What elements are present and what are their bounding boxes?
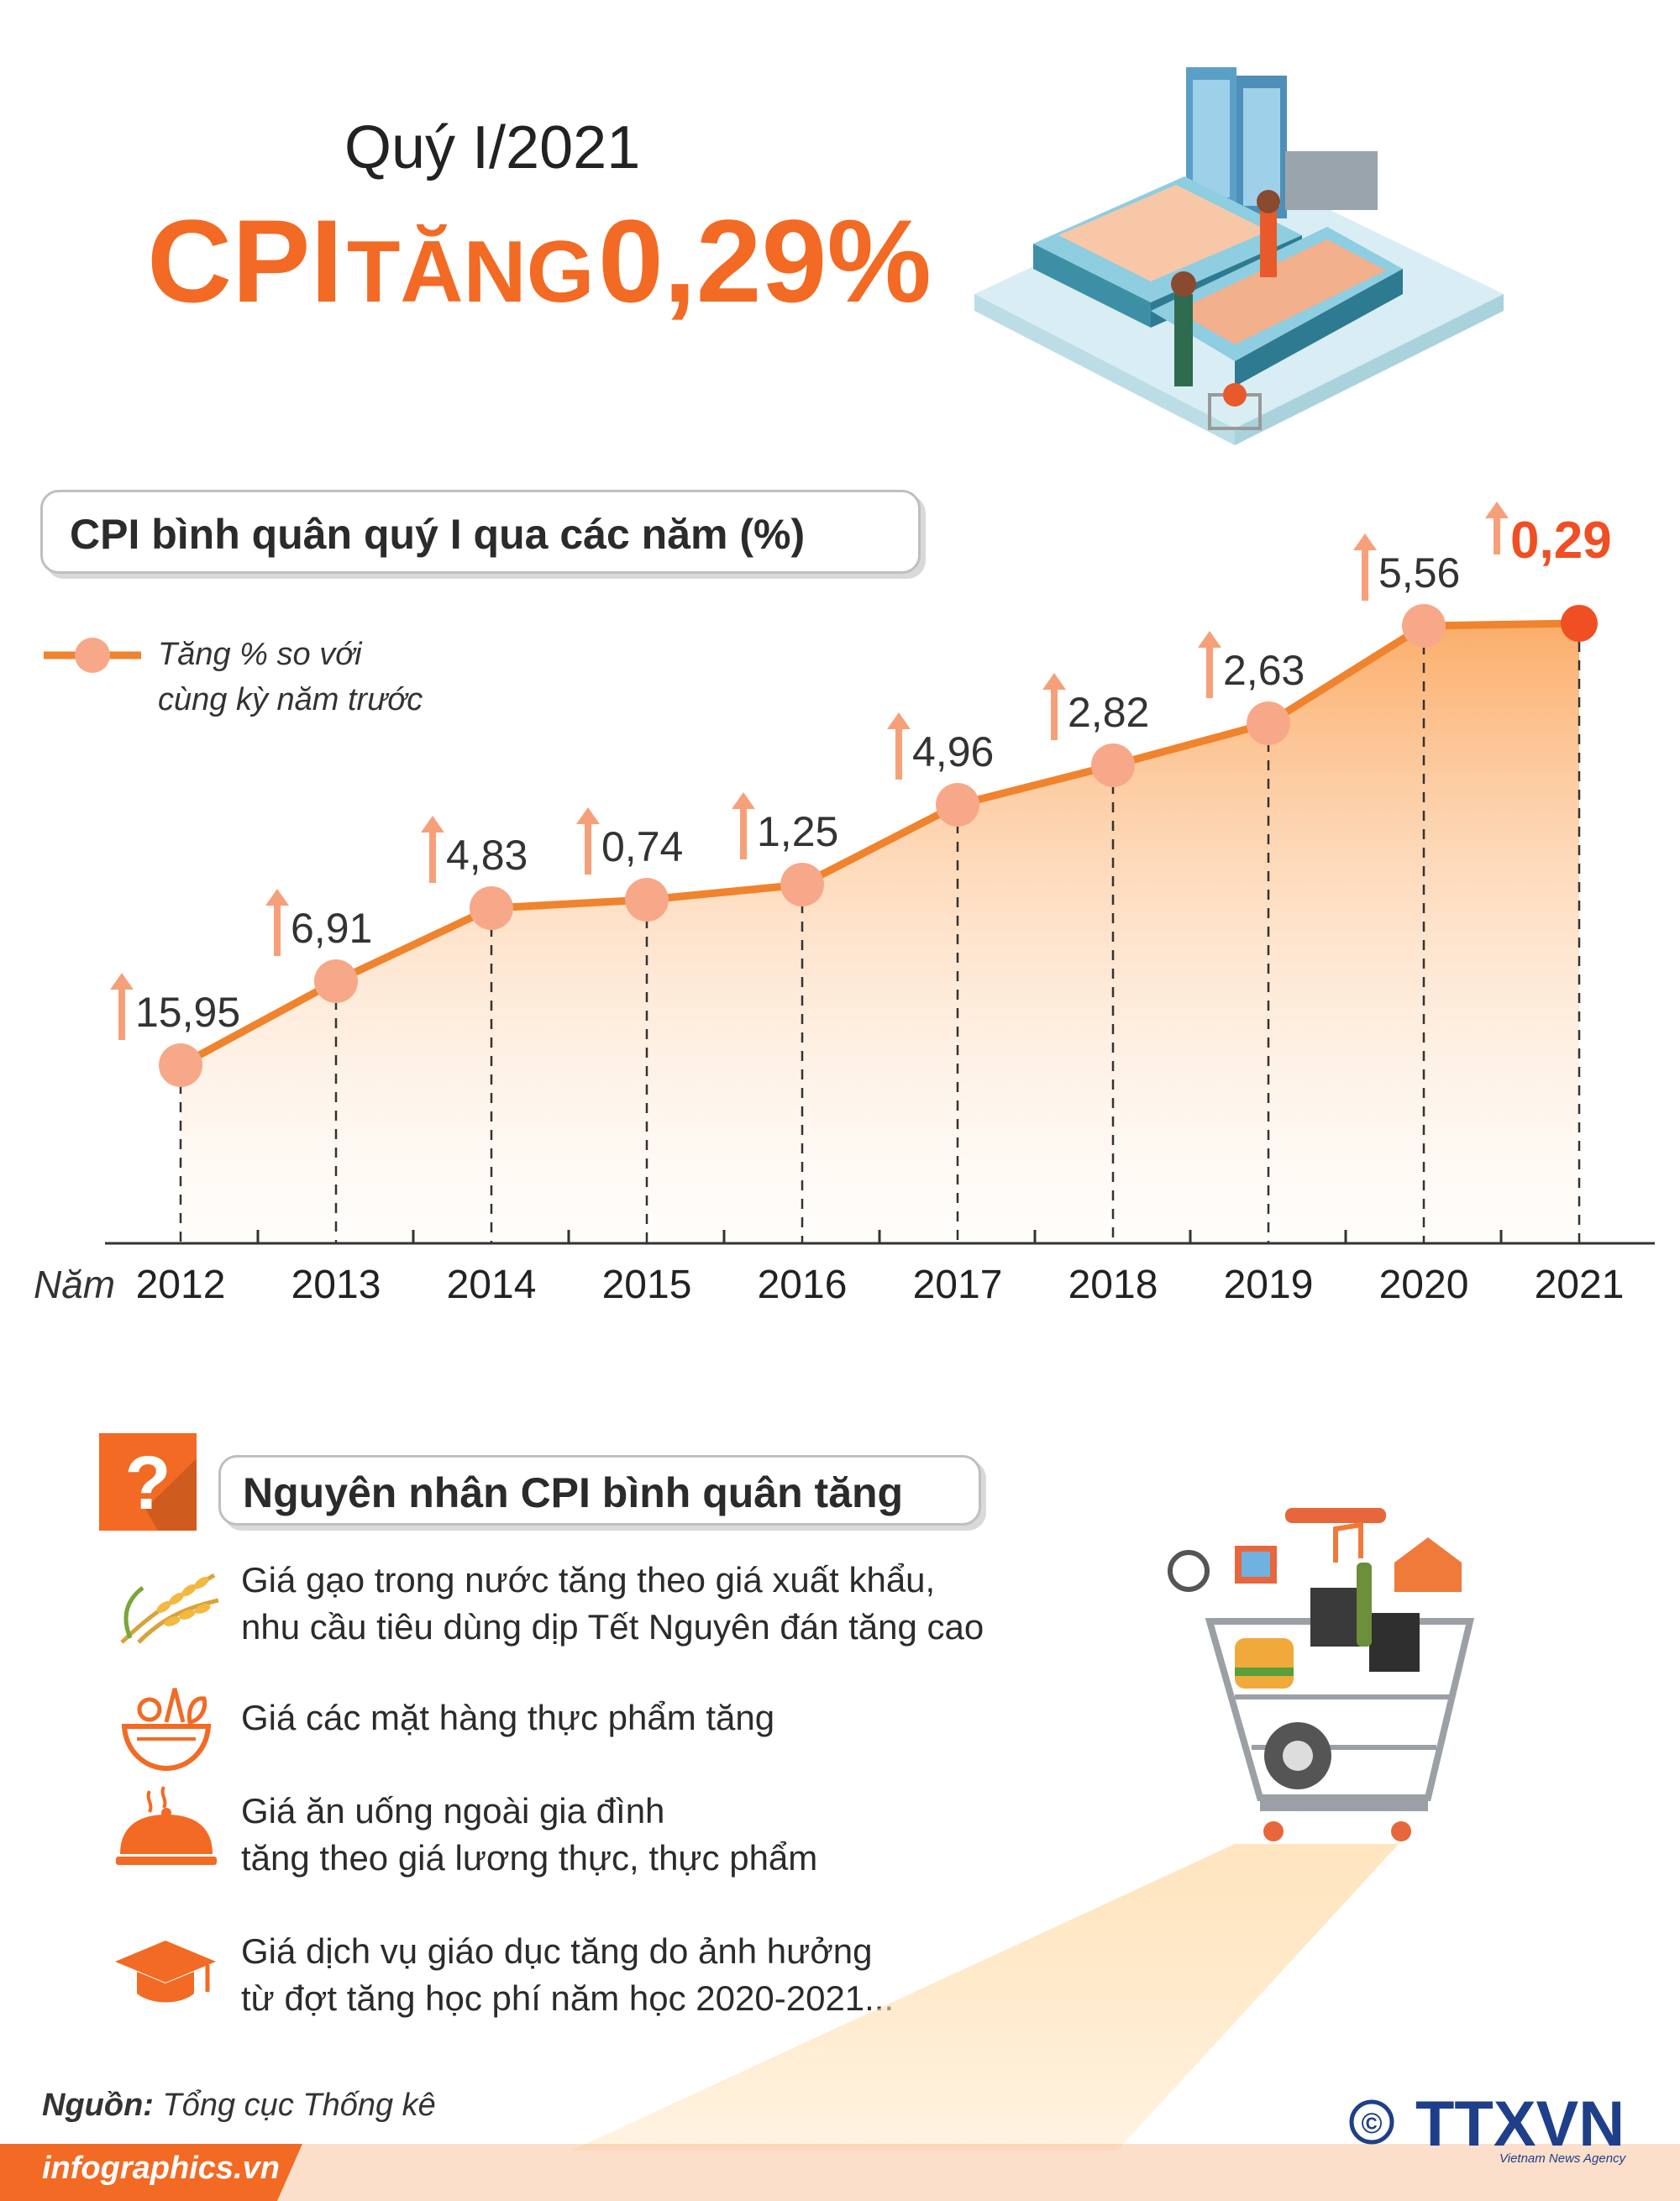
arrow-up-icon-2014 <box>421 816 444 883</box>
question-mark: ? <box>125 1442 171 1526</box>
header-title: CPI TĂNG 0,29% <box>147 193 932 329</box>
reason-1-line-1: Giá gạo trong nước tăng theo giá xuất kh… <box>241 1560 936 1600</box>
cpi-value: 0,29% <box>597 195 932 327</box>
x-tick-label-2015: 2015 <box>602 1263 692 1307</box>
chart-value-labels: 15,95 6,91 4,83 0,74 1,25 4,96 2,82 2,63 5,56 0,2… <box>135 512 1612 1036</box>
food-bowl-icon <box>121 1688 212 1772</box>
chart-points <box>159 604 1598 1087</box>
value-label-2021: 0,29 <box>1510 512 1612 570</box>
arrow-up-icon-2018 <box>1042 673 1066 740</box>
value-label-2019: 2,63 <box>1223 647 1305 694</box>
data-point-2018 <box>1091 743 1135 787</box>
reason-3-line-2: tăng theo giá lương thực, thực phẩm <box>241 1838 818 1878</box>
cpi-line-chart: 15,95 6,91 4,83 0,74 1,25 4,96 2,82 2,63 5,56 0,2… <box>34 502 1655 1307</box>
x-tick-labels: 2012 2013 2014 2015 2016 2017 2018 2019 2020 2021 <box>136 1263 1625 1307</box>
header-subtitle: Quý I/2021 <box>344 114 641 181</box>
value-label-2017: 4,96 <box>912 728 994 775</box>
x-tick-label-2017: 2017 <box>913 1263 1003 1307</box>
value-label-2016: 1,25 <box>757 808 838 855</box>
value-label-2015: 0,74 <box>601 823 683 870</box>
x-axis-prefix: Năm <box>34 1263 115 1306</box>
supermarket-illustration <box>974 67 1504 445</box>
x-tick-label-2014: 2014 <box>447 1263 537 1307</box>
value-label-2018: 2,82 <box>1068 689 1149 736</box>
question-shadow: ? <box>125 1442 197 1531</box>
data-point-2012 <box>159 1043 202 1087</box>
x-tick-label-2019: 2019 <box>1224 1263 1314 1307</box>
legend-swatch <box>44 638 141 673</box>
arrow-up-icon-2020 <box>1353 533 1377 601</box>
copyright-symbol: © <box>1361 2108 1382 2140</box>
chart-dashes <box>179 623 1581 1243</box>
x-tick-label-2018: 2018 <box>1068 1263 1158 1307</box>
x-tick-label-2021: 2021 <box>1535 1263 1625 1307</box>
data-point-2013 <box>314 959 358 1003</box>
data-point-2015 <box>625 878 669 922</box>
reasons-title: Nguyên nhân CPI bình quân tăng <box>218 1455 981 1526</box>
x-tick-label-2013: 2013 <box>291 1263 381 1307</box>
arrow-up-icon-2015 <box>576 807 600 875</box>
reason-4: Giá dịch vụ giáo dục tăng do ảnh hưởng t… <box>241 1928 894 2022</box>
chart-line <box>178 619 1580 1069</box>
data-point-2019 <box>1247 701 1290 745</box>
reason-3-line-1: Giá ăn uống ngoài gia đình <box>241 1791 665 1831</box>
reason-4-line-1: Giá dịch vụ giáo dục tăng do ảnh hưởng <box>241 1931 873 1971</box>
arrow-up-icon-2013 <box>265 889 289 956</box>
data-point-2017 <box>936 783 979 827</box>
graduation-cap-icon <box>115 1941 216 2003</box>
x-ticks <box>256 1230 1503 1243</box>
arrow-up-icon-2012 <box>110 973 134 1040</box>
chart-area-fill <box>181 623 1579 1243</box>
footer-site[interactable]: infographics.vn <box>42 2151 280 2186</box>
reason-2: Giá các mặt hàng thực phẩm tăng <box>241 1694 774 1741</box>
arrow-up-icon-2019 <box>1198 631 1221 698</box>
reason-1-line-2: nhu cầu tiêu dùng dịp Tết Nguyên đán tăn… <box>241 1607 984 1647</box>
chart-section-title: CPI bình quân quý I qua các năm (%) <box>40 490 921 574</box>
value-label-2012: 15,95 <box>135 989 240 1036</box>
reason-4-line-2: từ đợt tăng học phí năm học 2020-2021... <box>241 1978 895 2018</box>
value-label-2014: 4,83 <box>446 832 528 879</box>
data-point-2021 <box>1561 605 1598 642</box>
x-tick-label-2020: 2020 <box>1379 1263 1469 1307</box>
source-label: Nguồn: <box>42 2088 154 2123</box>
cpi-word: CPI <box>147 195 344 327</box>
reason-2-line-1: Giá các mặt hàng thực phẩm tăng <box>241 1698 775 1737</box>
reason-1: Giá gạo trong nước tăng theo giá xuất kh… <box>241 1557 984 1651</box>
source: Nguồn: Tổng cục Thống kê <box>42 2088 436 2124</box>
value-label-2013: 6,91 <box>291 905 372 952</box>
x-tick-label-2016: 2016 <box>758 1263 848 1307</box>
reason-3: Giá ăn uống ngoài gia đình tăng theo giá… <box>241 1788 817 1882</box>
legend-line-2: cùng kỳ năm trước <box>158 682 423 717</box>
rice-icon <box>120 1573 219 1644</box>
source-value: Tổng cục Thống kê <box>162 2088 436 2123</box>
shopping-cart-illustration <box>571 1508 1475 2151</box>
data-point-2014 <box>470 886 513 930</box>
brand-text: TTXVN <box>1415 2090 1625 2160</box>
arrow-up-icon-2016 <box>732 792 755 859</box>
arrow-up-icon-2017 <box>887 712 911 780</box>
x-tick-label-2012: 2012 <box>136 1263 226 1307</box>
question-icon: ? <box>99 1433 197 1531</box>
value-label-2020: 5,56 <box>1378 549 1460 596</box>
tang-word: TĂNG <box>346 223 595 321</box>
data-point-2016 <box>780 863 824 906</box>
food-cloche-icon <box>116 1786 217 1865</box>
brand-subtitle: Vietnam News Agency <box>1499 2151 1627 2166</box>
ttxvn-logo: © TTXVN Vietnam News Agency <box>1349 2090 1627 2166</box>
footer-bar <box>0 2144 1680 2201</box>
arrow-up-icon-2021 <box>1485 502 1509 554</box>
data-point-2020 <box>1402 604 1446 648</box>
legend-line-1: Tăng % so với <box>158 637 362 672</box>
legend-label: Tăng % so với cùng kỳ năm trước <box>158 632 423 722</box>
chart-arrows <box>110 502 1509 1040</box>
